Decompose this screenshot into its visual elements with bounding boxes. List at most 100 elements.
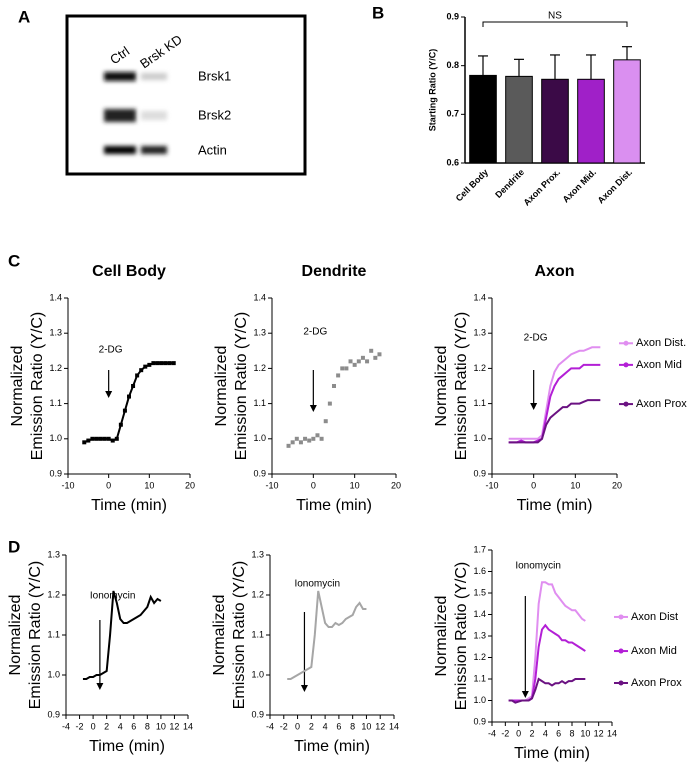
legend-marker — [623, 362, 629, 368]
series-point — [118, 422, 123, 427]
series-point — [323, 419, 328, 424]
y-tick-label: 1.4 — [473, 292, 486, 302]
legend-label: Axon Dist — [631, 611, 678, 623]
series-point — [340, 366, 345, 371]
x-tick-label: 0 — [311, 480, 316, 490]
series-point — [332, 384, 336, 388]
x-tick-label: 10 — [350, 480, 360, 490]
band — [141, 73, 167, 80]
y-tick-label: 0.9 — [446, 11, 459, 21]
x-tick-label: 14 — [389, 721, 399, 731]
y-tick-label: 0.6 — [446, 157, 459, 167]
y-tick-label: 0.8 — [446, 60, 459, 70]
y-tick-label: 1.1 — [49, 398, 62, 408]
x-tick-label: 10 — [144, 480, 154, 490]
x-tick-label: -2 — [501, 728, 509, 738]
ns-bracket — [482, 21, 628, 27]
chart-title: Axon — [535, 263, 575, 280]
y-axis-label: Normalized — [433, 596, 450, 677]
x-axis-label: Time (min) — [517, 497, 593, 514]
series-point — [102, 436, 107, 441]
band — [104, 146, 136, 154]
y-tick-label: 1.2 — [251, 589, 264, 599]
x-tick-label: 2 — [529, 728, 534, 738]
band — [104, 109, 136, 122]
band — [141, 111, 167, 120]
y-tick-label: 0.9 — [473, 716, 486, 726]
x-tick-label: Cell Body — [454, 167, 490, 203]
annotation-arrowhead — [309, 405, 317, 412]
line-chart: 0.9 1.0 1.1 1.2 1.3 1.4 1.5 1.6 1.7 -4 -2 0 2 4 6 8 10 12… — [433, 544, 682, 762]
blot-bands — [104, 72, 167, 154]
x-tick-label: 20 — [612, 480, 622, 490]
bar — [541, 78, 569, 164]
x-tick-label: -4 — [488, 728, 496, 738]
x-tick-label: 0 — [295, 721, 300, 731]
x-tick-label: 0 — [531, 480, 536, 490]
y-axis-label: Emission Ratio (Y/C) — [29, 312, 46, 460]
line-chart: 0.9 1.0 1.1 1.2 1.3 1.4 -10 0 10 20 Dendrite Normal… — [213, 263, 401, 514]
legend-label: Axon Mid — [631, 645, 677, 657]
x-tick-label: -10 — [265, 480, 278, 490]
x-tick-label: 0 — [516, 728, 521, 738]
legend-marker — [618, 680, 624, 686]
x-tick-label: 8 — [350, 721, 355, 731]
y-tick-label: 0.9 — [49, 468, 62, 478]
y-tick-label: 1.3 — [253, 328, 266, 338]
y-tick-label: 1.3 — [47, 549, 60, 559]
y-tick-label: 1.1 — [251, 629, 264, 639]
x-tick-label: 10 — [156, 721, 166, 731]
y-tick-label: 0.9 — [473, 468, 486, 478]
x-tick-label: 0 — [91, 721, 96, 731]
y-axis-label: Normalized — [7, 595, 24, 676]
y-tick-label: 1.0 — [473, 433, 486, 443]
series-point — [369, 348, 374, 353]
y-tick-label: 1.1 — [253, 398, 266, 408]
annotation-arrowhead — [300, 685, 308, 692]
series-point — [110, 438, 115, 443]
y-tick-label: 1.4 — [253, 292, 266, 302]
series-line — [83, 362, 174, 444]
panel-label: A — [18, 7, 30, 26]
series-point — [360, 355, 365, 360]
y-tick-label: 1.2 — [473, 652, 486, 662]
x-tick-label: 10 — [580, 728, 590, 738]
y-tick-label: 0.9 — [47, 709, 60, 719]
series-point — [290, 440, 295, 445]
band — [141, 146, 167, 154]
x-tick-label: -4 — [62, 721, 70, 731]
series-line — [508, 399, 601, 444]
bar — [613, 59, 641, 164]
x-tick-label: 6 — [556, 728, 561, 738]
line-chart: 0.9 1.0 1.1 1.2 1.3 1.4 -10 0 10 20 Cell Body Norma… — [9, 263, 195, 514]
series-line — [82, 590, 162, 680]
x-tick-label: Axon Mid. — [561, 167, 598, 204]
y-tick-label: 0.7 — [446, 109, 459, 119]
x-tick-label: -2 — [76, 721, 84, 731]
y-tick-label: 1.2 — [47, 589, 60, 599]
x-tick-label: Axon Prox. — [521, 167, 562, 208]
y-tick-label: 1.2 — [473, 363, 486, 373]
x-axis-label: Time (min) — [89, 738, 165, 755]
y-tick-label: 1.3 — [251, 549, 264, 559]
x-axis-label: Time (min) — [296, 497, 372, 514]
series-point — [143, 364, 148, 369]
legend-label: Axon Mid — [636, 359, 682, 371]
series-point — [377, 352, 382, 357]
series-point — [356, 359, 361, 364]
y-axis-label: Normalized — [433, 346, 450, 427]
panel-label: C — [8, 251, 20, 270]
bar — [577, 78, 605, 164]
legend-marker — [618, 648, 624, 654]
panel-label: D — [8, 537, 20, 556]
series-point — [344, 366, 349, 371]
y-tick-label: 1.2 — [253, 363, 266, 373]
band-label: Brsk2 — [198, 107, 231, 122]
series-point — [365, 359, 370, 364]
annotation-arrowhead — [530, 403, 538, 410]
series-line — [508, 346, 601, 440]
y-tick-label: 1.4 — [49, 292, 62, 302]
series-line — [508, 623, 586, 702]
y-tick-label: 0.9 — [251, 709, 264, 719]
